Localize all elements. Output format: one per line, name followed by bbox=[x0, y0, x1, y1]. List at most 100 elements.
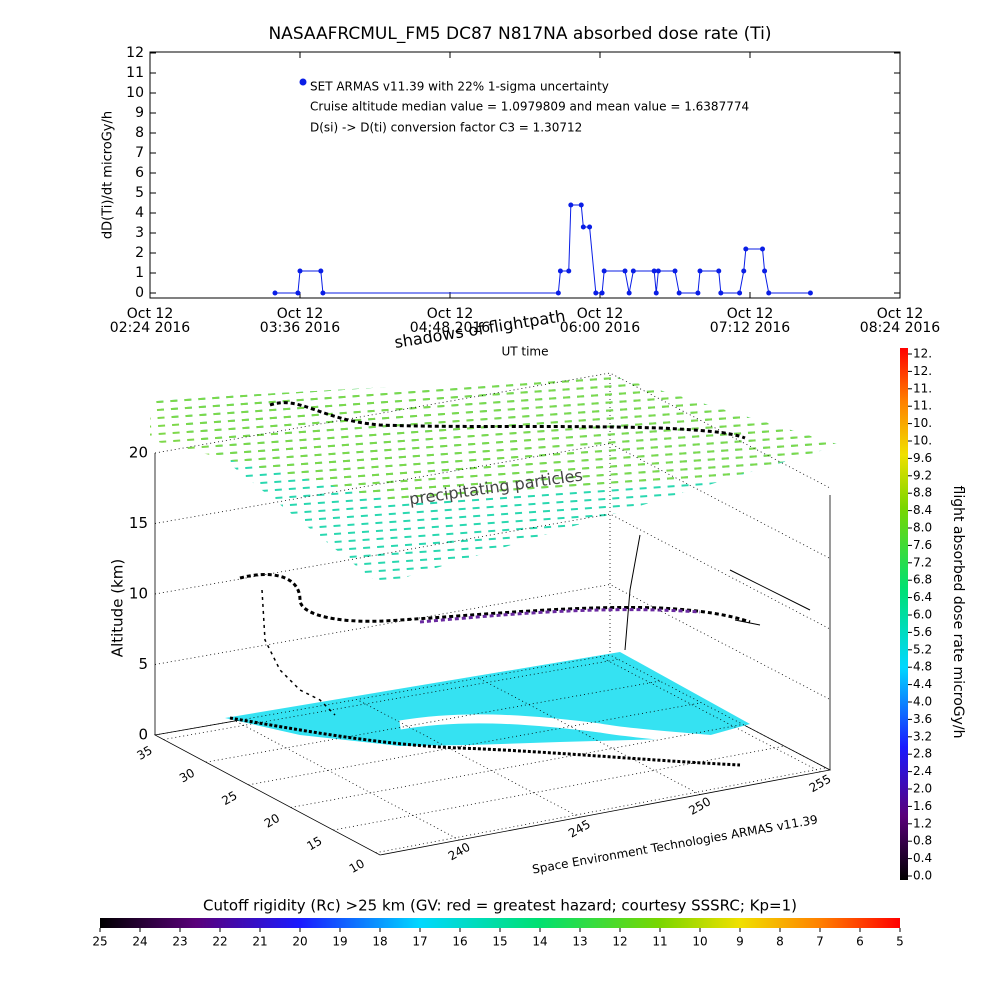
x-tick-label: Oct 12 bbox=[127, 306, 173, 322]
colorbar-tick-label: 7 bbox=[816, 935, 824, 949]
z-tick-label: 20 bbox=[129, 444, 148, 462]
y-tick-label: 1 bbox=[135, 265, 144, 281]
data-point bbox=[695, 290, 701, 296]
y-tick-label: 10 bbox=[126, 85, 144, 101]
colorbar-tick-label: 4.8 bbox=[913, 660, 932, 674]
data-point bbox=[766, 290, 772, 296]
colorbar-tick-label: 11 bbox=[652, 935, 667, 949]
grid-line bbox=[248, 702, 702, 786]
data-point bbox=[741, 268, 747, 274]
flight-path-dose bbox=[419, 608, 701, 624]
data-point bbox=[653, 290, 659, 296]
colorbar-tick-label: 8.8 bbox=[913, 486, 932, 500]
x-tick-label: 03:36 2016 bbox=[260, 320, 341, 336]
colorbar-tick-label: 0.8 bbox=[913, 834, 932, 848]
grid-line bbox=[290, 724, 743, 808]
x-tick-label: 15 bbox=[304, 834, 324, 854]
z-tick-label: 15 bbox=[129, 514, 148, 532]
colorbar-tick-label: 0.4 bbox=[913, 851, 932, 865]
colorbar-tick-label: 22 bbox=[212, 935, 227, 949]
colorbar-tick-label: 19 bbox=[332, 935, 347, 949]
data-point bbox=[557, 268, 563, 274]
grid-line bbox=[333, 745, 785, 831]
colorbar-tick-label: 20 bbox=[292, 935, 307, 949]
x-tick-label: Oct 12 bbox=[577, 306, 623, 322]
y-tick-label: 0 bbox=[135, 285, 144, 301]
colorbar-tick-label: 4.0 bbox=[913, 695, 932, 709]
x-tick-label: 04:48 2016 bbox=[410, 320, 491, 336]
flight-shadow-floor bbox=[229, 716, 741, 767]
colorbar-tick-label: 10. bbox=[913, 416, 932, 430]
colorbar-tick-label: 12 bbox=[612, 935, 627, 949]
colorbar-tick-label: 2.4 bbox=[913, 764, 932, 778]
colorbar-tick-label: 15 bbox=[492, 935, 507, 949]
data-point bbox=[655, 268, 661, 274]
annotation: Cruise altitude median value = 1.0979809… bbox=[310, 100, 749, 114]
colorbar-tick-label: 11. bbox=[913, 381, 932, 395]
colorbar-tick-label: 12. bbox=[913, 347, 932, 361]
colorbar-tick-label: 8.4 bbox=[913, 503, 932, 517]
colorbar-tick-label: 23 bbox=[172, 935, 187, 949]
colorbar-tick-label: 7.2 bbox=[913, 555, 932, 569]
x-tick-label: 30 bbox=[177, 766, 197, 786]
y-tick-label: 245 bbox=[566, 817, 593, 841]
map-surface bbox=[225, 652, 750, 746]
flight-path bbox=[239, 573, 751, 624]
y-axis-label: dD(Ti)/dt microGy/h bbox=[101, 111, 116, 239]
x-tick-label: 25 bbox=[219, 788, 239, 808]
y-tick-label: 8 bbox=[135, 125, 144, 141]
colorbar-tick-label: 3.2 bbox=[913, 729, 932, 743]
y-tick-label: 6 bbox=[135, 165, 144, 181]
colorbar-tick-label: 21 bbox=[252, 935, 267, 949]
colorbar-tick-label: 13 bbox=[572, 935, 587, 949]
colorbar-tick-label: 10. bbox=[913, 434, 932, 448]
x-tick-label: 20 bbox=[262, 811, 282, 831]
colorbar-tick-label: 6.4 bbox=[913, 590, 932, 604]
x-tick-label: Oct 12 bbox=[427, 306, 473, 322]
data-point bbox=[743, 246, 749, 252]
grid-line bbox=[375, 767, 826, 854]
colorbar-label: Cutoff rigidity (Rc) >25 km (GV: red = g… bbox=[203, 897, 797, 915]
data-point bbox=[601, 268, 607, 274]
data-point bbox=[318, 268, 324, 274]
colorbar-label: flight absorbed dose rate microGy/h bbox=[950, 486, 966, 739]
x-tick-label: 08:24 2016 bbox=[860, 320, 941, 336]
colorbar-tick-label: 24 bbox=[132, 935, 147, 949]
colorbar-tick-label: 18 bbox=[372, 935, 387, 949]
data-point bbox=[622, 268, 628, 274]
colorbar-tick-label: 25 bbox=[92, 935, 107, 949]
data-point bbox=[295, 290, 301, 296]
grid-line bbox=[205, 680, 660, 763]
data-point bbox=[593, 290, 599, 296]
data-point bbox=[626, 290, 632, 296]
coast bbox=[399, 714, 716, 745]
data-point bbox=[651, 268, 657, 274]
flight-shadow-top bbox=[269, 401, 746, 440]
y-tick-label: 4 bbox=[135, 205, 144, 221]
y-tick-label: 7 bbox=[135, 145, 144, 161]
colorbar-tick-label: 10 bbox=[692, 935, 707, 949]
colorbar-tick-label: 8.0 bbox=[913, 521, 932, 535]
colorbar-tick-label: 2.8 bbox=[913, 747, 932, 761]
y-tick-label: 2 bbox=[135, 245, 144, 261]
data-point bbox=[760, 246, 765, 252]
data-point bbox=[737, 290, 743, 296]
colorbar-tick-label: 2.0 bbox=[913, 782, 932, 796]
series-line bbox=[275, 204, 811, 294]
data-point bbox=[566, 268, 572, 274]
colorbar-tick-label: 1.2 bbox=[913, 816, 932, 830]
colorbar-tick-label: 1.6 bbox=[913, 799, 932, 813]
y-tick-label: 240 bbox=[446, 840, 473, 864]
colorbar-tick-label: 6.8 bbox=[913, 573, 932, 587]
colorbar-tick-label: 11. bbox=[913, 399, 932, 413]
data-point bbox=[807, 290, 813, 296]
y-tick-label: 255 bbox=[807, 772, 834, 796]
x-tick-label: 10 bbox=[347, 856, 367, 876]
dose-colorbar bbox=[900, 348, 908, 880]
x-tick-label: 07:12 2016 bbox=[710, 320, 791, 336]
data-point bbox=[672, 268, 678, 274]
x-tick-label: 02:24 2016 bbox=[110, 320, 191, 336]
data-point bbox=[568, 202, 574, 208]
x-tick-label: Oct 12 bbox=[277, 306, 323, 322]
